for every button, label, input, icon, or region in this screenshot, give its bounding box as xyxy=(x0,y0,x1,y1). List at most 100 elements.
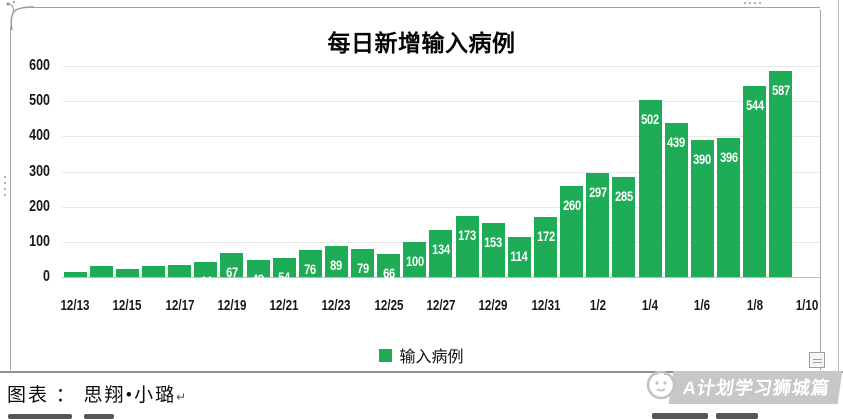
cutoff-text-fragment xyxy=(716,413,758,419)
credit-text: 图表 ： 思翔•小璐↵ xyxy=(7,380,186,407)
bar-1/1: 260 xyxy=(560,185,584,277)
gridline xyxy=(62,101,820,103)
x-tick-label: 12/13 xyxy=(60,298,90,314)
x-tick-label: 1/4 xyxy=(642,298,659,314)
bar-12/24: 79 xyxy=(351,249,375,277)
gridline xyxy=(62,136,820,138)
cutoff-text-fragment xyxy=(84,414,114,419)
frame-left-dots xyxy=(3,176,7,200)
bar-value-label: 14 xyxy=(69,284,81,300)
frame-outer-right-line xyxy=(838,0,839,372)
bar-value-label: 173 xyxy=(458,228,476,244)
bar-value-label: 260 xyxy=(562,197,581,213)
bar-value-label: 544 xyxy=(745,97,764,113)
bar-value-label: 35 xyxy=(173,276,186,292)
legend-label: 输入病例 xyxy=(399,349,464,366)
bar-12/30: 114 xyxy=(507,236,531,277)
y-axis-labels: 0 100 200 300 400 500 600 xyxy=(0,58,50,285)
bar-1/4: 502 xyxy=(638,100,662,277)
bar-value-label: 76 xyxy=(304,262,317,278)
y-tick-label: 100 xyxy=(29,232,50,250)
bar-value-label: 114 xyxy=(510,248,528,264)
x-tick-label: 12/17 xyxy=(165,298,195,314)
plot-area: 14 30 22 30 35 44 67 49 54 76 89 79 66 100 134 173 153 11… xyxy=(62,66,820,299)
x-tick-label: 12/23 xyxy=(321,298,351,314)
bar-12/21: 54 xyxy=(272,258,296,285)
x-tick-label: 12/31 xyxy=(531,298,561,314)
bar-1/9: 587 xyxy=(769,70,793,277)
chart-title: 每日新增输入病例 xyxy=(327,30,516,56)
bar-12/29: 153 xyxy=(481,223,505,277)
bar-12/16: 30 xyxy=(141,266,165,293)
legend: 输入病例 xyxy=(0,343,843,367)
bar-value-label: 297 xyxy=(588,184,607,200)
x-tick-label: 12/15 xyxy=(112,298,142,314)
bar-12/23: 89 xyxy=(324,245,348,277)
return-mark: ↵ xyxy=(176,390,187,404)
watermark-text: A计划学习狮城篇 xyxy=(668,370,843,404)
bar-1/6: 390 xyxy=(690,139,714,277)
bar-value-label: 100 xyxy=(405,253,424,269)
bar-12/18: 44 xyxy=(194,261,218,288)
bar-value-label: 390 xyxy=(693,151,712,167)
bar-value-label: 439 xyxy=(667,134,686,150)
bar-value-label: 172 xyxy=(536,228,555,244)
bar-12/25: 66 xyxy=(377,253,401,280)
bar-1/2: 297 xyxy=(586,172,610,277)
bar-1/3: 285 xyxy=(612,176,636,277)
bar-value-label: 396 xyxy=(719,149,738,165)
bar-value-label: 30 xyxy=(147,278,160,294)
gridline xyxy=(62,171,820,173)
bar-value-label: 153 xyxy=(484,235,503,251)
frame-right-line xyxy=(820,10,821,370)
bar-value-label: 49 xyxy=(252,271,264,287)
bar-value-label: 67 xyxy=(225,265,238,281)
y-tick-label: 500 xyxy=(29,92,50,110)
bar-value-label: 285 xyxy=(615,188,633,204)
x-tick-label: 12/27 xyxy=(426,298,456,314)
bar-12/27: 134 xyxy=(429,229,453,277)
bar-value-label: 134 xyxy=(432,241,450,257)
x-tick-label: 12/21 xyxy=(269,298,299,314)
x-tick-label: 1/10 xyxy=(795,298,819,314)
x-tick-label: 12/19 xyxy=(217,298,247,314)
x-tick-label: 1/2 xyxy=(589,298,606,314)
x-tick-label: 1/6 xyxy=(694,298,711,314)
bar-12/13: 14 xyxy=(63,272,87,299)
frame-bottom-line xyxy=(0,371,843,373)
bar-12/26: 100 xyxy=(403,241,427,277)
credit-label: 图表 ： 思翔•小璐 xyxy=(7,385,177,406)
bar-12/28: 173 xyxy=(455,216,479,277)
x-tick-label: 1/8 xyxy=(746,298,763,314)
bar-value-label: 502 xyxy=(641,112,659,128)
legend-swatch xyxy=(379,348,393,362)
bar-12/20: 49 xyxy=(246,259,270,286)
bar-12/14: 30 xyxy=(89,266,113,293)
y-tick-label: 200 xyxy=(29,197,50,215)
bar-12/19: 67 xyxy=(220,253,244,281)
bar-value-label: 54 xyxy=(278,270,291,286)
gridline xyxy=(62,66,820,67)
bar-value-label: 30 xyxy=(95,278,108,294)
bar-12/15: 22 xyxy=(115,269,139,296)
bar-value-label: 22 xyxy=(121,281,134,297)
bar-value-label: 89 xyxy=(330,257,343,273)
bar-12/22: 76 xyxy=(298,250,322,278)
x-axis-line xyxy=(62,277,820,278)
bar-1/7: 396 xyxy=(717,137,741,277)
cutoff-text-fragment xyxy=(652,413,708,419)
y-tick-label: 300 xyxy=(29,162,50,180)
x-tick-label: 12/29 xyxy=(478,298,508,314)
gridline xyxy=(62,206,820,208)
watermark: A计划学习狮城篇 xyxy=(645,370,843,404)
frame-top-line xyxy=(30,7,820,8)
bar-value-label: 44 xyxy=(199,273,212,289)
bar-1/5: 439 xyxy=(664,122,688,277)
y-tick-label: 400 xyxy=(29,127,50,145)
y-tick-label: 0 xyxy=(43,268,50,285)
bar-12/17: 35 xyxy=(168,264,192,291)
frame-corner-ornament-icon xyxy=(2,0,38,41)
bar-1/8: 544 xyxy=(743,85,767,277)
bar-value-label: 79 xyxy=(356,261,369,277)
